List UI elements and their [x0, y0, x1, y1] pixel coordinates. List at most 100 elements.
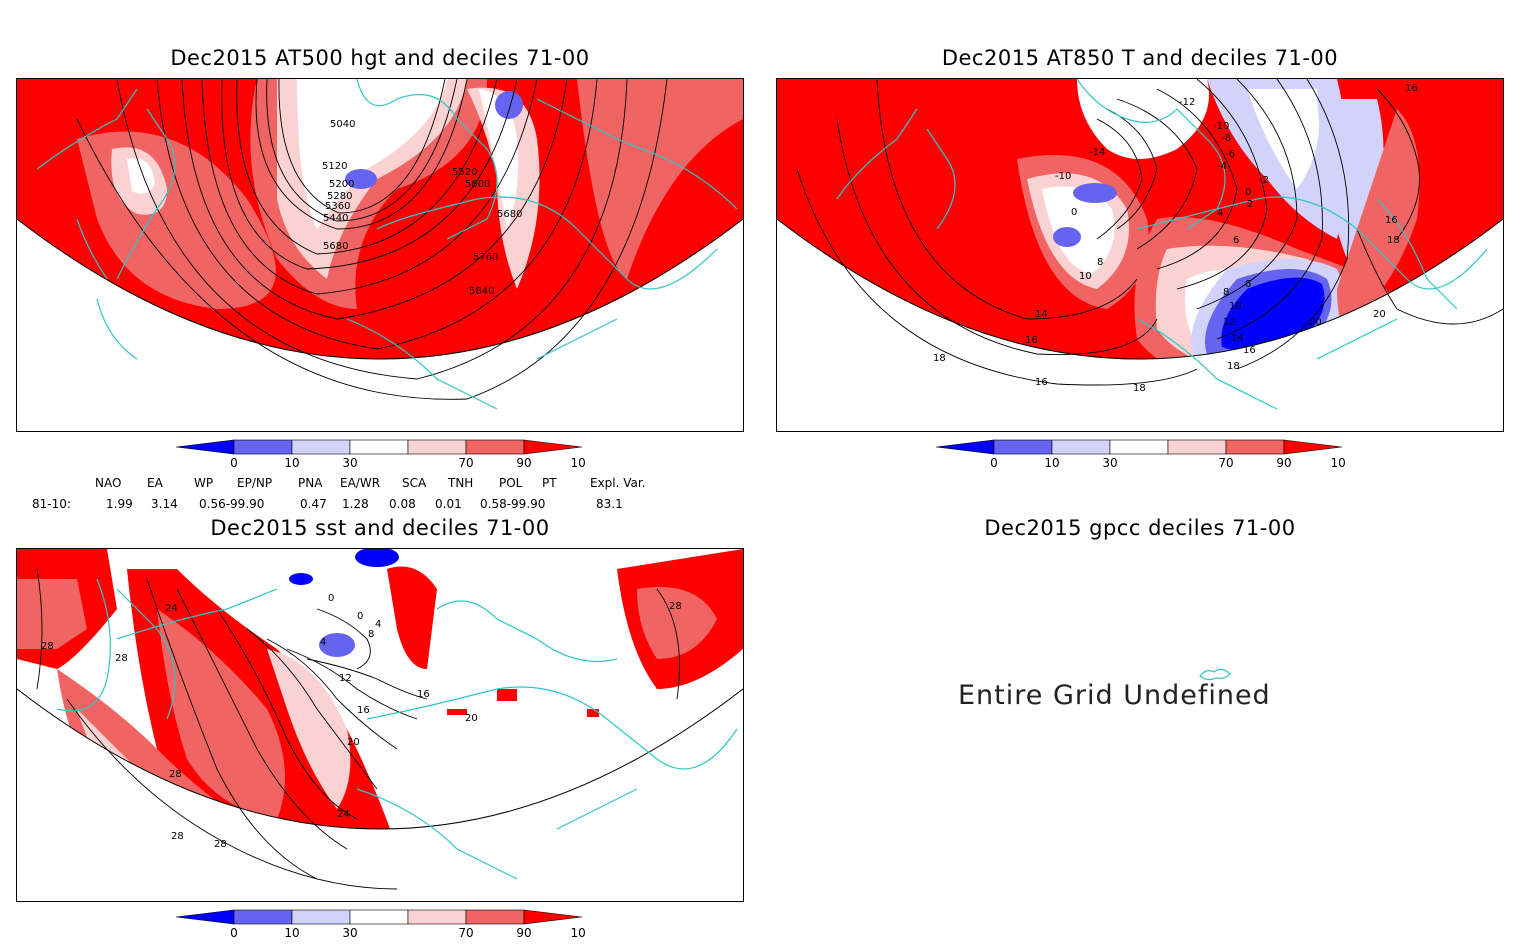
panel-title-sst: Dec2015 sst and deciles 71-00 — [210, 516, 550, 540]
contour-label: 4 — [375, 619, 381, 630]
colorbar-swatch — [233, 909, 293, 925]
contour-label: 5200 — [329, 179, 354, 190]
colorbar-tick-label: 70 — [458, 926, 473, 940]
contour-label: 24 — [165, 603, 178, 614]
index-name: WP — [194, 476, 214, 490]
colorbar-tick-label: 30 — [1102, 456, 1117, 470]
colorbar-arrow-low — [175, 439, 235, 455]
colorbar-tick-label: 100 — [571, 926, 586, 940]
panel-title-at500: Dec2015 AT500 hgt and deciles 71-00 — [170, 46, 590, 70]
colorbar-swatch — [465, 909, 525, 925]
contour-label: 5840 — [469, 286, 494, 297]
colorbar-tick-label: 100 — [1331, 456, 1346, 470]
map-panel-at850: -12 -10 -8 -6 -4 -2 0 2 4 6 8 10 14 16 1… — [776, 78, 1504, 432]
contour-label: 8 — [368, 629, 374, 640]
index-name: EP/NP — [237, 476, 273, 490]
contour-label: 5680 — [497, 209, 522, 220]
index-value: 0.56-99.90 — [199, 497, 265, 511]
contour-label: -4 — [1217, 161, 1227, 172]
contour-label: 5280 — [327, 191, 352, 202]
colorbar-swatch — [993, 439, 1053, 455]
colorbar-swatch — [291, 439, 351, 455]
contour-label: 12 — [1223, 317, 1236, 328]
contour-label: 10 — [1079, 271, 1092, 282]
colorbar-swatch — [407, 439, 467, 455]
contour-label: 5440 — [323, 213, 348, 224]
contour-label: 28 — [669, 601, 682, 612]
contour-label: 5600 — [465, 179, 490, 190]
contour-label: 16 — [1035, 377, 1048, 388]
index-value: 0.01 — [435, 497, 462, 511]
index-name: POL — [499, 476, 523, 490]
contour-label: 16 — [417, 689, 430, 700]
colorbar-swatch — [349, 909, 409, 925]
contour-label: 5120 — [322, 161, 347, 172]
colorbar-tick-label: 90 — [516, 926, 531, 940]
contour-label: 28 — [41, 641, 54, 652]
contour-label: 5040 — [330, 119, 355, 130]
colorbar-swatch — [349, 439, 409, 455]
colorbar-tick-label: 70 — [458, 456, 473, 470]
colorbar-swatch — [233, 439, 293, 455]
contour-label: 4 — [320, 637, 326, 648]
colorbar-tick-label: 30 — [342, 456, 357, 470]
colorbar-tick-label: 10 — [284, 456, 299, 470]
contour-label: -14 — [1089, 147, 1105, 158]
colorbar-tick-label: 90 — [1276, 456, 1291, 470]
map-panel-sst: 0 4 8 4 0 12 16 20 24 28 28 28 28 28 24 … — [16, 548, 744, 902]
colorbar-tick-label: 0 — [990, 456, 998, 470]
colorbar-arrow-high — [523, 439, 583, 455]
contour-label: 16 — [1385, 215, 1398, 226]
index-value: 3.14 — [151, 497, 178, 511]
contour-label: 0 — [1071, 207, 1077, 218]
colorbar-swatch — [1051, 439, 1111, 455]
contour-label: 16 — [357, 705, 370, 716]
index-value: 0.08 — [389, 497, 416, 511]
colorbar-swatch — [465, 439, 525, 455]
colorbar-swatch — [1109, 439, 1169, 455]
contour-label: 20 — [1309, 317, 1322, 328]
contour-label: -2 — [1259, 175, 1269, 186]
contour-label: 28 — [115, 653, 128, 664]
contour-label: 8 — [1223, 287, 1229, 298]
index-name: Expl. Var. — [590, 476, 646, 490]
colorbar-swatch — [407, 909, 467, 925]
contour-label: 28 — [171, 831, 184, 842]
index-value: 1.28 — [342, 497, 369, 511]
index-value: 83.1 — [596, 497, 623, 511]
contour-label: 18 — [1133, 383, 1146, 394]
panel-title-gpcc: Dec2015 gpcc deciles 71-00 — [984, 516, 1296, 540]
contour-label: 18 — [1387, 235, 1400, 246]
contour-label: -6 — [1225, 149, 1235, 160]
index-name: SCA — [402, 476, 427, 490]
colorbar-swatch — [1225, 439, 1285, 455]
colorbar-arrow-low — [935, 439, 995, 455]
contour-label: 5760 — [473, 252, 498, 263]
index-name: TNH — [448, 476, 474, 490]
contour-label: 0 — [1245, 187, 1251, 198]
contour-label: 6 — [1233, 235, 1239, 246]
contour-label: 8 — [1097, 257, 1103, 268]
colorbar-tick-label: 0 — [230, 926, 238, 940]
colorbar-arrow-high — [1283, 439, 1343, 455]
contour-label: 20 — [1373, 309, 1386, 320]
colorbar-tick-label: 10 — [1044, 456, 1059, 470]
colorbar-at500: 0 10 30 70 90 100 — [175, 438, 593, 474]
contour-label: 0 — [357, 611, 363, 622]
colorbar-tick-label: 90 — [516, 456, 531, 470]
contour-label: 2 — [1247, 199, 1253, 210]
contour-label: -12 — [1179, 97, 1195, 108]
contour-label: 20 — [347, 737, 360, 748]
colorbar-arrow-low — [175, 909, 235, 925]
undefined-grid-message: Entire Grid Undefined — [958, 680, 1271, 711]
index-name: PT — [542, 476, 557, 490]
index-value: 0.47 — [300, 497, 327, 511]
colorbar-sst: 0 10 30 70 90 100 — [175, 908, 593, 944]
index-value: 1.99 — [106, 497, 133, 511]
contour-label: -10 — [1055, 171, 1071, 182]
contour-label: 16 — [1243, 345, 1256, 356]
index-name: PNA — [298, 476, 323, 490]
index-name: EA/WR — [340, 476, 381, 490]
colorbar-tick-label: 100 — [571, 456, 586, 470]
contour-label: 0 — [328, 593, 334, 604]
